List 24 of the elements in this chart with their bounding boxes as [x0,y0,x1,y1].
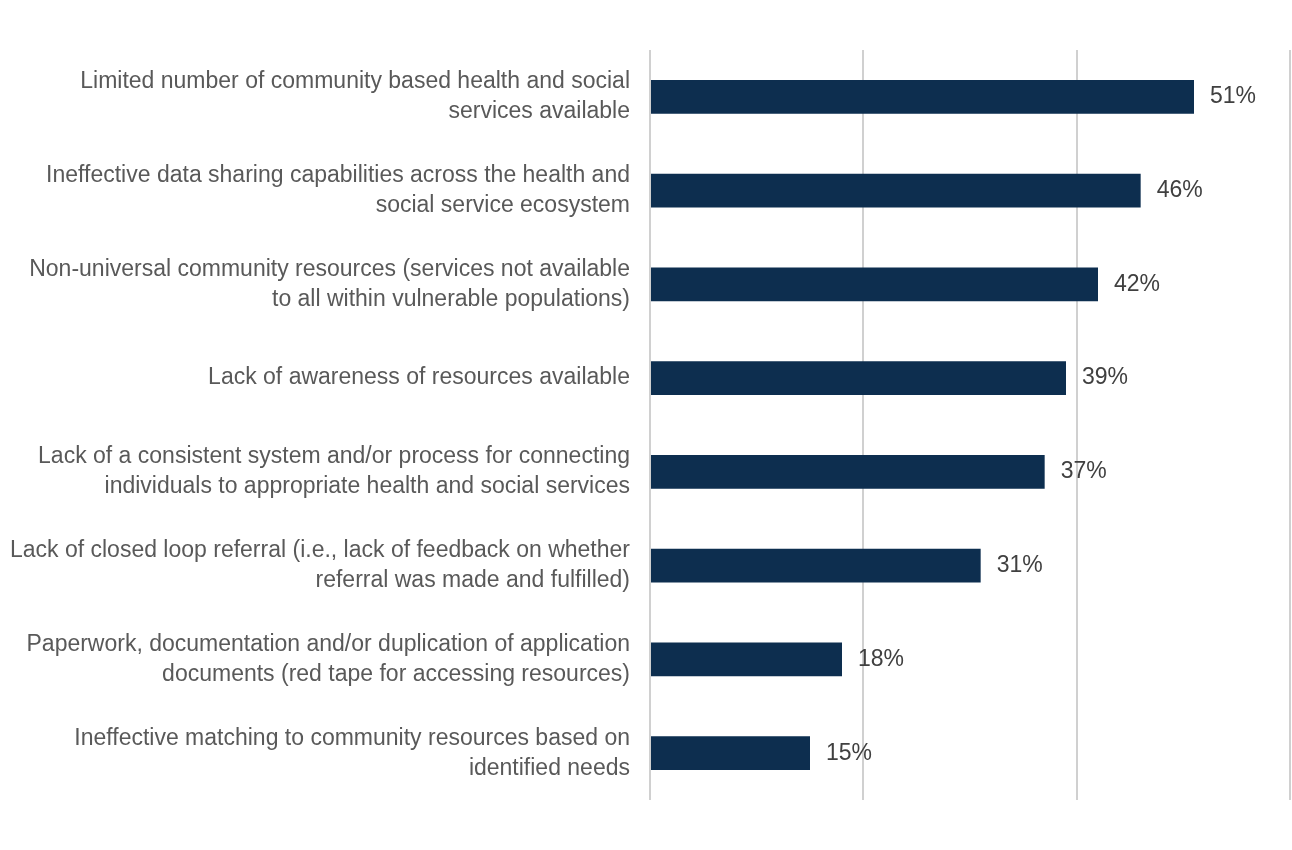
data-label: 15% [826,738,873,765]
bar [651,267,1098,302]
y-tick-label: Ineffective data sharing capabilities across the health and social service ecosystem [46,160,630,217]
y-tick-label: Lack of a consistent system and/or process for connecting individuals to appropriate health and social services [38,442,630,499]
data-label: 18% [858,644,905,671]
data-label: 51% [1210,82,1257,109]
y-tick-label: Lack of closed loop referral (i.e., lack of feedback on whether referral was made and fulfilled) [9,536,631,592]
y-tick-label: Non-universal community resources (services not available to all within vulnerable populations) [29,254,630,311]
y-tick-label: Ineffective matching to community resources based on identified needs [74,723,630,780]
bar [651,455,1045,489]
data-label: 42% [1114,269,1161,296]
bar [651,736,810,771]
data-label: 31% [996,551,1043,578]
y-tick-label: Limited number of community based health and social services available [80,67,630,124]
y-tick-label: Paperwork, documentation and/or duplication of application documents (red tape for accessing resources) [26,629,630,686]
bar [651,173,1141,208]
data-label: 37% [1060,457,1107,484]
bar [651,548,981,583]
y-tick-label: Lack of awareness of resources available [208,363,630,390]
data-label: 46% [1156,175,1203,202]
bar [651,79,1194,114]
bar [651,642,842,677]
bar [651,361,1066,395]
data-label: 39% [1082,363,1129,390]
